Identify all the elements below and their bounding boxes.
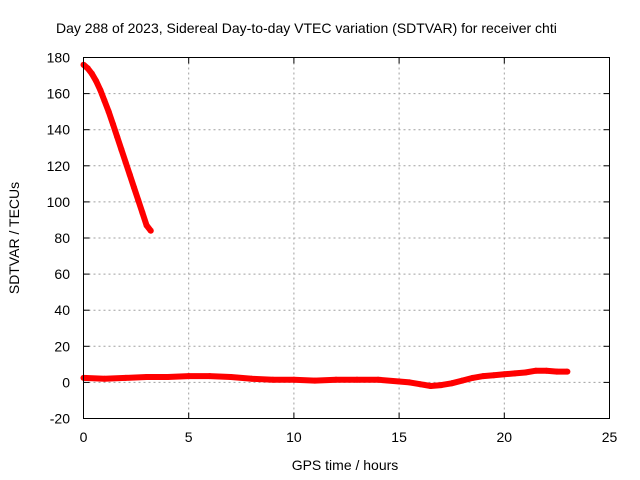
x-tick-label: 15 (391, 429, 407, 445)
data-point (185, 373, 192, 380)
data-point (375, 376, 382, 383)
data-point (143, 222, 150, 229)
data-point (101, 97, 108, 104)
data-point (84, 65, 91, 72)
data-point (427, 383, 434, 389)
y-tick-label: 160 (47, 86, 71, 102)
series-layer (80, 61, 571, 389)
y-tick-label: 20 (54, 338, 70, 354)
data-point (97, 87, 104, 93)
data-point (147, 227, 154, 234)
data-point (543, 367, 550, 374)
data-point (93, 78, 100, 84)
plot-frame (83, 57, 610, 419)
data-point (511, 370, 518, 377)
data-point (406, 379, 413, 386)
data-point (126, 171, 133, 178)
data-point (396, 378, 403, 385)
data-point (269, 376, 276, 383)
data-point (88, 70, 95, 77)
data-point (122, 374, 129, 381)
x-tick-label: 20 (497, 429, 513, 445)
data-point (438, 382, 445, 389)
data-point (311, 377, 318, 384)
y-tick-label: 40 (54, 302, 70, 318)
series-line-1 (81, 62, 154, 233)
x-tick-label: 0 (80, 429, 88, 445)
data-point (501, 371, 508, 378)
grid (83, 57, 610, 419)
data-point (248, 375, 255, 382)
data-point (553, 368, 560, 375)
data-point (448, 380, 455, 387)
data-point (110, 121, 116, 128)
y-tick-label: 120 (47, 158, 71, 174)
y-tick-label: 80 (54, 230, 70, 246)
data-point (417, 381, 424, 388)
data-point (459, 377, 466, 384)
y-tick-label: 0 (62, 374, 70, 390)
data-point (522, 369, 529, 376)
y-tick-label: 60 (54, 266, 70, 282)
data-point (135, 197, 142, 204)
y-axis-label: SDTVAR / TECUs (6, 182, 22, 294)
y-tick-label: -20 (50, 411, 70, 427)
chart-title: Day 288 of 2023, Sidereal Day-to-day VTE… (56, 20, 557, 36)
data-point (564, 368, 571, 375)
data-point (469, 374, 476, 381)
data-point (164, 374, 171, 380)
data-point (122, 159, 129, 166)
data-point (118, 146, 125, 153)
data-point (290, 376, 297, 383)
x-tick-label: 25 (602, 429, 618, 445)
y-tick-label: 100 (47, 194, 71, 210)
data-point (143, 374, 150, 380)
data-point (333, 376, 339, 383)
data-point (114, 133, 121, 140)
data-point (532, 367, 539, 374)
data-point (490, 372, 497, 379)
ticks (83, 57, 610, 419)
y-tick-label: 180 (47, 50, 71, 66)
data-point (206, 373, 213, 380)
data-point (105, 108, 112, 115)
data-point (480, 373, 487, 380)
x-tick-label: 10 (286, 429, 302, 445)
x-tick-label: 5 (185, 429, 193, 445)
data-point (101, 375, 108, 382)
data-point (139, 209, 146, 216)
data-point (131, 184, 137, 191)
data-point (227, 374, 234, 380)
data-point (354, 376, 360, 383)
y-tick-label: 140 (47, 122, 71, 138)
tick-labels: 0 5 10 15 20 25 -20 0 20 40 60 80 100 120 140 160 180 (47, 50, 618, 446)
x-axis-label: GPS time / hours (292, 457, 399, 473)
